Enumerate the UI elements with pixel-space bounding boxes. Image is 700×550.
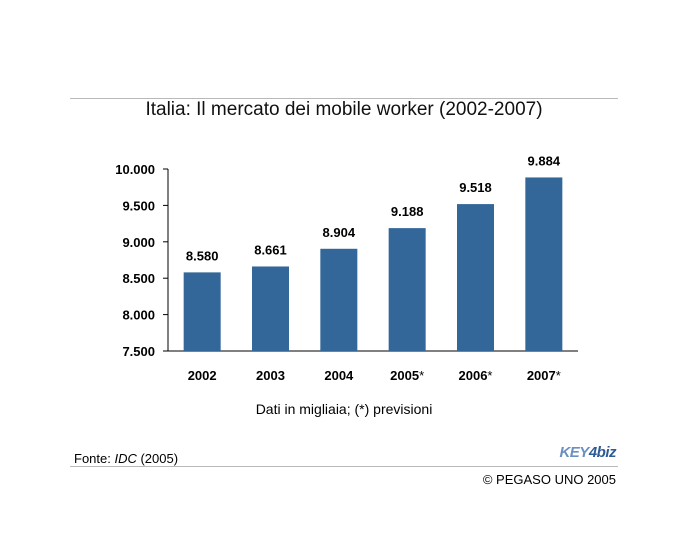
source-name: IDC bbox=[114, 451, 137, 466]
bar bbox=[388, 228, 426, 351]
logo-num: 4 bbox=[588, 444, 597, 461]
bar bbox=[457, 204, 494, 351]
bar bbox=[252, 266, 289, 351]
y-tick-label: 10.000 bbox=[115, 162, 155, 177]
y-tick-label: 7.500 bbox=[122, 344, 155, 359]
data-label: 9.188 bbox=[391, 204, 424, 219]
y-tick-label: 8.000 bbox=[122, 308, 155, 323]
top-rule bbox=[70, 98, 618, 99]
x-tick-label: 2007* bbox=[527, 368, 561, 383]
y-tick-label: 9.500 bbox=[122, 198, 155, 213]
data-label: 9.518 bbox=[459, 180, 492, 195]
y-tick-label: 8.500 bbox=[122, 271, 155, 286]
bar bbox=[183, 272, 221, 351]
data-label: 8.661 bbox=[254, 242, 287, 257]
x-tick-label: 2002 bbox=[188, 368, 217, 383]
data-labels: 8.580 8.661 8.904 9.188 9.518 9.884 bbox=[186, 153, 561, 263]
x-axis-labels: 2002 2003 2004 2005* 2006* 2007* bbox=[188, 368, 561, 383]
bottom-rule bbox=[70, 466, 618, 467]
chart-note: Dati in migliaia; (*) previsioni bbox=[255, 401, 433, 417]
logo-biz: biz bbox=[596, 444, 617, 461]
x-tick-label: 2005* bbox=[390, 368, 424, 383]
y-axis-ticks: 7.500 8.000 8.500 9.000 9.500 10.000 bbox=[115, 162, 168, 359]
key4biz-logo: KEY4biz bbox=[559, 444, 616, 461]
x-tick-label: 2004 bbox=[324, 368, 354, 383]
source-prefix: Fonte: bbox=[74, 451, 115, 466]
y-tick-label: 9.000 bbox=[122, 235, 155, 250]
data-label: 8.580 bbox=[186, 248, 219, 263]
source-year: (2005) bbox=[136, 451, 179, 466]
bar bbox=[525, 177, 563, 351]
bar bbox=[320, 248, 358, 351]
data-label: 8.904 bbox=[323, 225, 356, 240]
x-tick-label: 2006* bbox=[459, 368, 493, 383]
source-line: Fonte: IDC (2005) bbox=[74, 451, 178, 466]
copyright: © PEGASO UNO 2005 bbox=[482, 472, 616, 487]
x-tick-label: 2003 bbox=[256, 368, 285, 383]
chart-axes bbox=[167, 169, 578, 352]
logo-key: KEY bbox=[559, 444, 589, 461]
bars bbox=[183, 177, 563, 351]
data-label: 9.884 bbox=[528, 153, 561, 168]
chart-title: Italia: Il mercato dei mobile worker (20… bbox=[145, 99, 543, 120]
